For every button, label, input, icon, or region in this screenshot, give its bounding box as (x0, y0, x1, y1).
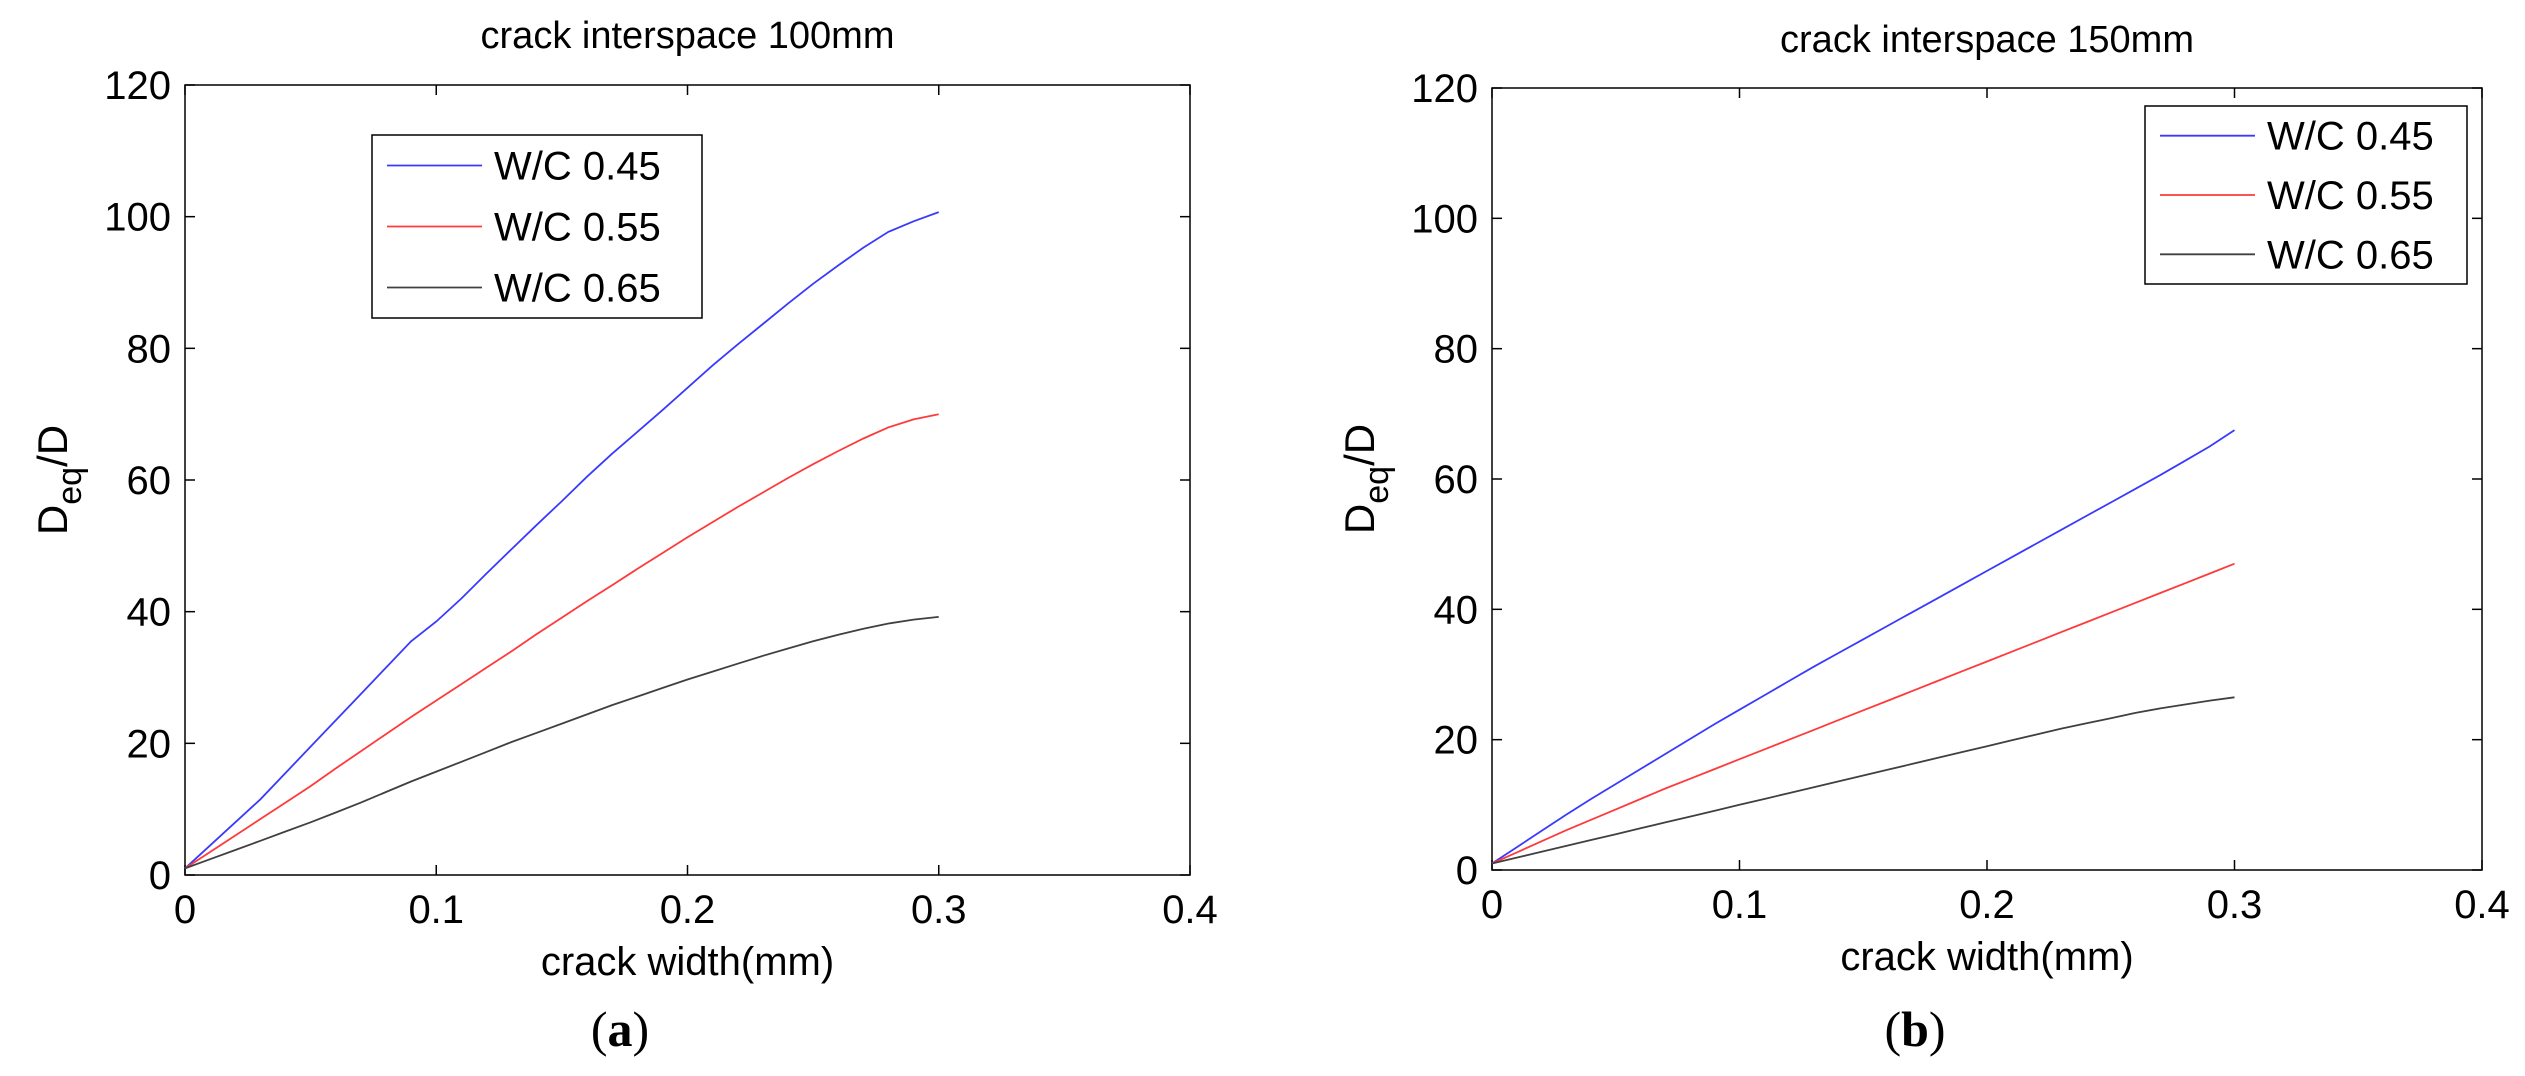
x-tick-label: 0.3 (911, 888, 967, 932)
x-tick-label: 0 (1481, 883, 1503, 927)
x-tick-label: 0.3 (2207, 883, 2263, 927)
caption-b: (b) (1884, 1001, 1945, 1057)
legend: W/C 0.45 W/C 0.55 W/C 0.65 (2144, 105, 2468, 285)
y-tick-label: 20 (127, 722, 172, 766)
x-axis-label: crack width(mm) (541, 940, 834, 984)
y-tick-label: 100 (104, 196, 171, 240)
series-line-3 (1491, 696, 2235, 865)
chart-title: crack interspace 150mm (1780, 19, 2194, 61)
x-tick-label: 0.2 (1959, 883, 2015, 927)
chart-title: crack interspace 100mm (481, 15, 895, 57)
x-tick-label: 0.1 (1712, 883, 1768, 927)
x-tick-label: 0.4 (2454, 883, 2510, 927)
y-tick-label: 0 (149, 854, 171, 898)
series-line-2 (184, 413, 939, 870)
y-tick-label: 80 (127, 327, 172, 371)
series-line-1 (1491, 429, 2235, 865)
chart-panel-b: 0 0.1 0.2 0.3 0.4 0 20 40 60 80 100 120 crack inters… (1336, 19, 2510, 979)
y-tick-label: 0 (1456, 849, 1478, 893)
series-line-2 (1491, 562, 2235, 865)
y-tick-label: 20 (1434, 719, 1479, 763)
x-tick-label: 0.1 (408, 888, 464, 932)
chart-panel-a: 0 0.1 0.2 0.3 0.4 0 20 40 60 80 100 120 crack inters… (29, 15, 1218, 984)
y-tick-label: 40 (127, 591, 172, 635)
y-tick-label: 120 (1411, 67, 1478, 111)
x-tick-label: 0 (174, 888, 196, 932)
x-axis-label: crack width(mm) (1840, 935, 2133, 979)
y-tick-label: 120 (104, 64, 171, 108)
caption-a: (a) (591, 1001, 649, 1057)
series-line-3 (184, 616, 939, 870)
y-tick-label: 60 (127, 459, 172, 503)
y-axis-label: Deq/D (29, 425, 89, 535)
y-tick-label: 40 (1434, 588, 1479, 632)
y-axis-label: Deq/D (1336, 424, 1396, 534)
series-line-1 (184, 211, 940, 870)
legend-label: W/C 0.55 (2267, 174, 2434, 218)
x-tick-label: 0.4 (1162, 888, 1218, 932)
x-tick-label: 0.2 (660, 888, 716, 932)
y-tick-label: 60 (1434, 458, 1479, 502)
y-tick-label: 100 (1411, 197, 1478, 241)
y-tick-label: 80 (1434, 328, 1479, 372)
legend-label: W/C 0.45 (2267, 115, 2434, 159)
legend-label: W/C 0.55 (494, 206, 661, 250)
legend: W/C 0.45 W/C 0.55 W/C 0.65 (371, 134, 703, 319)
legend-label: W/C 0.65 (494, 267, 661, 311)
legend-label: W/C 0.45 (494, 145, 661, 189)
legend-label: W/C 0.65 (2267, 233, 2434, 277)
